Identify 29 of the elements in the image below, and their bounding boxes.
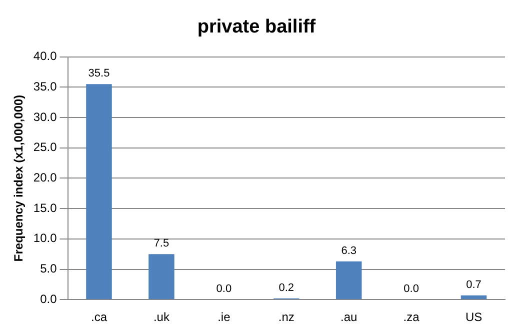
bar — [86, 84, 112, 300]
y-tick-label: 15.0 — [33, 200, 58, 215]
bar — [148, 254, 174, 300]
y-tick-label: 35.0 — [33, 79, 58, 94]
data-label: 35.5 — [88, 68, 110, 80]
y-tick-label: 20.0 — [33, 170, 58, 185]
data-label: 6.3 — [341, 244, 356, 257]
data-label: 0.7 — [466, 278, 482, 291]
y-tick-label: 25.0 — [33, 140, 58, 154]
y-tick-label: 10.0 — [33, 231, 58, 246]
data-label: 0.0 — [404, 283, 419, 296]
data-label: 7.5 — [154, 238, 170, 250]
y-tick-label: 30.0 — [33, 110, 58, 124]
x-tick-label: .ca — [90, 310, 108, 324]
y-tick-label: 0.0 — [40, 292, 58, 306]
y-tick-label: 5.0 — [40, 262, 58, 276]
x-tick-label: .uk — [153, 310, 170, 324]
y-axis-title: Frequency index (x1,000,000) — [12, 94, 26, 262]
x-tick-label: .ie — [218, 310, 231, 324]
x-tick-label: .au — [340, 310, 358, 324]
x-tick-label: .za — [403, 310, 420, 324]
bar — [336, 261, 362, 300]
chart-title: private bailiff — [197, 16, 316, 38]
x-tick-label: US — [465, 310, 482, 324]
x-tick-label: .nz — [278, 310, 294, 324]
data-label: 0.2 — [278, 282, 294, 294]
bar — [460, 295, 487, 300]
data-label: 0.0 — [216, 283, 232, 296]
y-tick-label: 40.0 — [33, 49, 58, 64]
